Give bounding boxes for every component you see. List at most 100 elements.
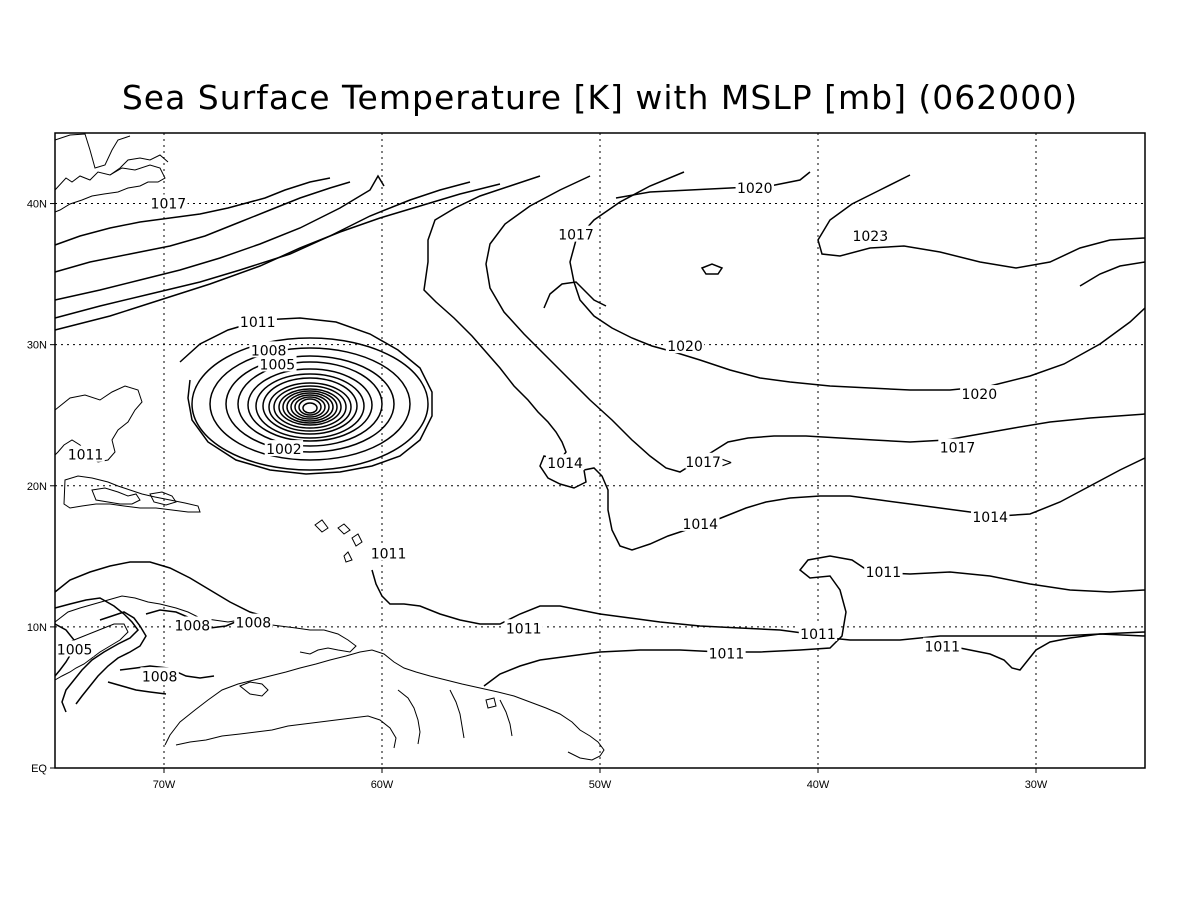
contour-label: 1008: [175, 618, 211, 634]
low-contour: [191, 337, 429, 471]
contour-label-bg: [545, 454, 585, 471]
contour-line: [371, 569, 1146, 641]
contour-line: [569, 171, 1146, 391]
contour-label: 1020: [961, 387, 997, 403]
contour-label: 1017: [940, 441, 976, 457]
contour-label: 1008: [251, 343, 287, 359]
y-tick-label: 30N: [27, 340, 47, 352]
contour-line: [423, 175, 1146, 551]
contour-label: 1014: [972, 510, 1008, 526]
contour-label: 1011: [506, 621, 542, 637]
contour-label: 1017: [558, 228, 594, 244]
nova-scotia-coast: [54, 133, 131, 169]
contour-label: 1011: [709, 647, 745, 663]
contour-label-bg: [264, 440, 304, 457]
low-contour: [268, 382, 352, 432]
contour-line: [1079, 261, 1146, 287]
contour-label: 1020: [667, 339, 703, 355]
contour-label-bg: [798, 624, 838, 641]
contour-label-bg: [938, 438, 977, 455]
florida-coast: [54, 385, 143, 463]
low-contour: [286, 392, 334, 422]
contour-label: 1014: [682, 517, 718, 533]
low-contour: [273, 385, 347, 429]
contour-label-bg: [851, 227, 890, 244]
low-contour: [290, 394, 330, 420]
guyana-border: [397, 689, 421, 745]
contour-label-bg: [149, 194, 188, 211]
south-america-coast: [164, 649, 605, 761]
contour-line: [54, 177, 331, 246]
maine-coast: [109, 154, 169, 176]
contour-line: [949, 631, 1146, 671]
contour-label-bg: [971, 507, 1010, 524]
contour-label: 1002: [266, 442, 302, 458]
contour-label-bg: [707, 644, 746, 661]
french-guiana-border: [499, 699, 513, 737]
contour-label-bg: [55, 640, 94, 657]
contour-line: [54, 181, 471, 319]
low-contour: [298, 398, 322, 416]
contour-label-bg: [234, 613, 273, 630]
contour-line: [543, 281, 607, 309]
figure-title: Sea Surface Temperature [K] with MSLP [m…: [121, 78, 1079, 117]
x-tick-label: 40W: [807, 779, 830, 791]
low-contour: [225, 355, 395, 453]
contour-line: [54, 597, 139, 713]
contour-label-bg: [258, 355, 297, 372]
small-lake: [485, 697, 497, 709]
low-contour: [255, 373, 365, 439]
north-america-coast: [54, 164, 166, 213]
contour-line: [817, 174, 1146, 269]
contour-label: 1008: [236, 616, 272, 632]
contour-line: [615, 171, 811, 199]
contour-label: 1005: [260, 357, 296, 373]
contour-line: [485, 175, 1146, 473]
contour-label: 1020: [737, 181, 773, 197]
contour-label: 1011: [924, 640, 960, 656]
y-tick-label: 20N: [27, 481, 47, 493]
x-tick-label: 60W: [371, 779, 394, 791]
contour-label-bg: [923, 637, 962, 654]
low-contour: [247, 368, 373, 442]
contour-label: 1011: [240, 315, 276, 331]
panama-coast: [54, 623, 129, 681]
contour-label-bg: [960, 385, 999, 402]
low-contour: [237, 361, 383, 447]
venezuela-interior-border: [175, 715, 397, 749]
low-contour: [294, 396, 326, 418]
puerto-rico-coast: [149, 491, 177, 506]
contour-label-bg: [685, 452, 733, 469]
lat-lon-gridlines: [55, 133, 1145, 768]
contour-label: 1017: [151, 197, 187, 213]
contour-line: [54, 183, 501, 331]
coastlines: [54, 133, 605, 761]
contour-line: [54, 174, 385, 301]
contour-label: 1011: [371, 547, 407, 563]
contour-label-bg: [66, 445, 105, 462]
contour-label-bg: [556, 225, 596, 242]
hispaniola-coast: [91, 487, 141, 505]
y-tick-label: 40N: [27, 199, 47, 211]
suriname-border: [449, 689, 465, 739]
low-contour: [262, 377, 358, 435]
lake-maracaibo: [239, 681, 269, 697]
map-axes: 70W 60W 50W 40W 30W EQ 10N 20N 30N 40N: [27, 199, 1048, 791]
contour-label: 1008: [142, 669, 178, 685]
contour-label-bg: [504, 619, 543, 636]
contour-line: [54, 181, 351, 273]
contour-label: 1011: [800, 627, 836, 643]
contour-label: 1011: [68, 448, 104, 464]
x-tick-label: 30W: [1025, 779, 1048, 791]
y-tick-label: EQ: [31, 763, 47, 775]
contour-line: [54, 561, 271, 619]
contour-label-bg: [735, 179, 774, 196]
island-chain: [314, 519, 363, 563]
contour-line: [179, 317, 433, 475]
contour-label: 1011: [866, 565, 902, 581]
contour-label: 1014: [547, 456, 583, 472]
contour-label-bg: [249, 341, 288, 358]
low-contour: [209, 347, 411, 461]
low-contour: [282, 390, 338, 424]
